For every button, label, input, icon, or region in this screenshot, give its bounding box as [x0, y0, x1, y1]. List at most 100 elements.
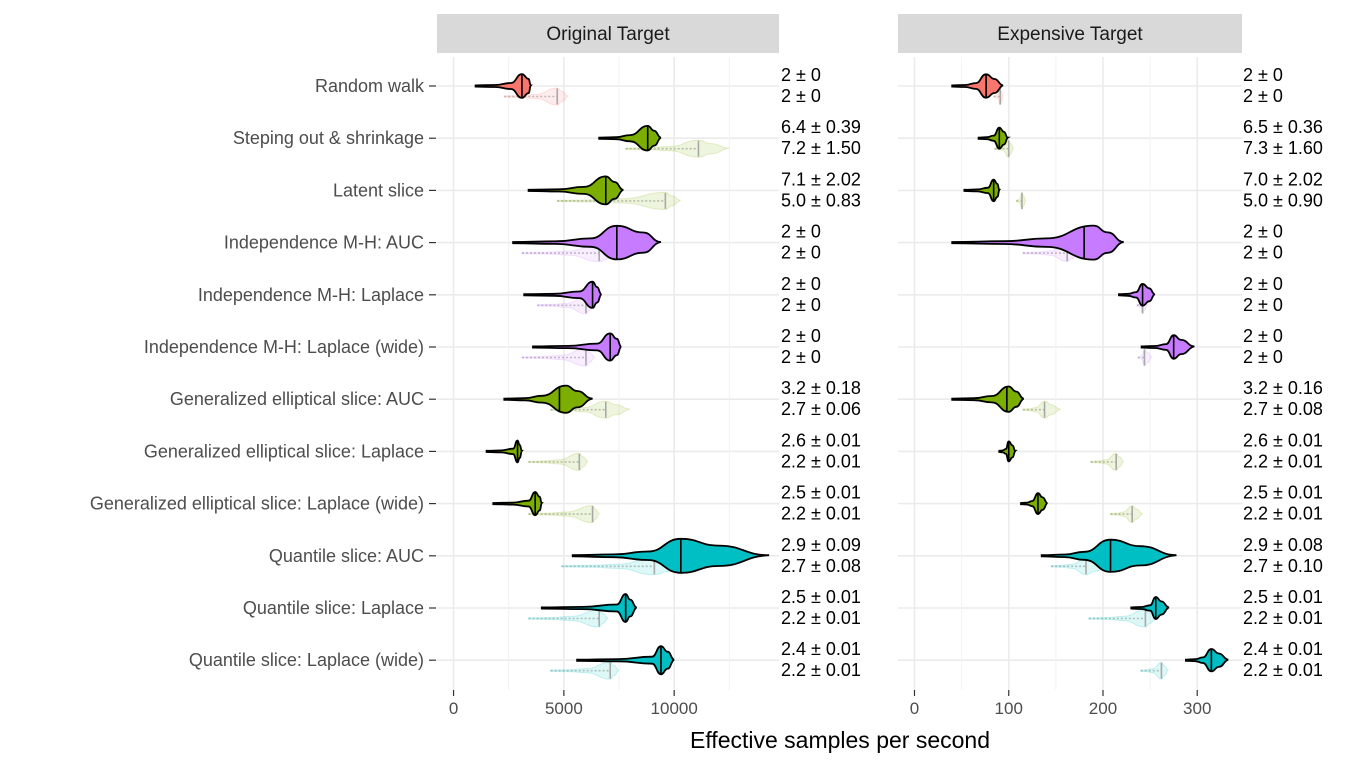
annotation-bottom: 2.2 ± 0.01	[781, 660, 861, 680]
annotation-top: 3.2 ± 0.16	[1243, 378, 1323, 398]
secondary-violin	[528, 609, 609, 628]
annotation-top: 2 ± 0	[781, 222, 821, 242]
category-label: Generalized elliptical slice: Laplace (w…	[90, 494, 424, 514]
annotation-top: 2.6 ± 0.01	[781, 430, 861, 450]
annotation-top: 2 ± 0	[1243, 65, 1283, 85]
category-label: Independence M-H: Laplace	[198, 285, 424, 305]
primary-violin	[532, 332, 625, 362]
annotation-top: 2.5 ± 0.01	[1243, 483, 1323, 503]
primary-violin	[523, 280, 603, 309]
x-tick-label: 200	[1089, 699, 1117, 718]
facet-title: Original Target	[546, 24, 670, 45]
primary-violin	[512, 224, 662, 261]
annotation-top: 7.0 ± 2.02	[1243, 169, 1323, 189]
annotation-bottom: 2.2 ± 0.01	[781, 504, 861, 524]
x-tick-label: 100	[995, 699, 1023, 718]
primary-violin	[571, 537, 770, 574]
panel-background	[898, 57, 1242, 690]
annotation-top: 2.5 ± 0.01	[781, 587, 861, 607]
primary-violin	[540, 593, 638, 623]
primary-violin	[998, 440, 1018, 463]
annotation-bottom: 2.2 ± 0.01	[781, 451, 861, 471]
primary-violin	[951, 73, 1004, 99]
primary-violin	[598, 124, 662, 152]
secondary-violin	[528, 452, 589, 471]
annotation-bottom: 2 ± 0	[781, 347, 821, 367]
annotation-bottom: 2 ± 0	[781, 295, 821, 315]
annotation-bottom: 2 ± 0	[781, 86, 821, 106]
annotation-bottom: 5.0 ± 0.90	[1243, 190, 1323, 210]
annotation-bottom: 7.2 ± 1.50	[781, 138, 861, 158]
facet-strip	[437, 14, 779, 53]
annotation-top: 2.4 ± 0.01	[781, 639, 861, 659]
annotation-top: 2.9 ± 0.08	[1243, 535, 1323, 555]
annotation-top: 3.2 ± 0.18	[781, 378, 861, 398]
secondary-violin-layer	[503, 87, 1170, 680]
primary-violin	[474, 73, 533, 99]
category-label: Quantile slice: Laplace (wide)	[189, 650, 424, 670]
secondary-violin	[528, 505, 601, 524]
facet-strip	[898, 14, 1242, 53]
annotation-bottom: 2 ± 0	[1243, 347, 1283, 367]
primary-violin	[1130, 596, 1170, 620]
annotation-top: 2.5 ± 0.01	[781, 483, 861, 503]
annotation-bottom: 2.7 ± 0.08	[781, 556, 861, 576]
annotation-top: 2.5 ± 0.01	[1243, 587, 1323, 607]
annotation-top: 2 ± 0	[781, 274, 821, 294]
annotation-top: 2 ± 0	[1243, 274, 1283, 294]
secondary-violin	[503, 87, 569, 106]
primary-violin-layer	[474, 73, 1229, 676]
annotation-top: 2.6 ± 0.01	[1243, 430, 1323, 450]
category-label: Steping out & shrinkage	[233, 128, 424, 148]
primary-violin	[951, 385, 1025, 413]
category-label: Generalized elliptical slice: Laplace	[144, 441, 424, 461]
annotation-bottom: 2 ± 0	[781, 243, 821, 263]
annotation-top: 2 ± 0	[781, 65, 821, 85]
annotation-bottom: 2.2 ± 0.01	[1243, 660, 1323, 680]
annotation-bottom: 2 ± 0	[1243, 243, 1283, 263]
grid-layer	[429, 14, 1242, 696]
secondary-violin	[550, 661, 620, 680]
text-layer: Random walk Steping out & shrinkage Latent…	[90, 24, 1323, 718]
annotation-bottom: 2.2 ± 0.01	[781, 608, 861, 628]
secondary-violin	[1022, 400, 1061, 419]
annotation-bottom: 7.3 ± 1.60	[1243, 138, 1323, 158]
primary-violin	[1185, 648, 1229, 673]
primary-violin	[492, 491, 544, 517]
category-label: Latent slice	[333, 180, 424, 200]
primary-violin	[1040, 538, 1177, 573]
primary-violin	[1118, 282, 1156, 307]
x-tick-label: 300	[1183, 699, 1211, 718]
annotation-bottom: 2.2 ± 0.01	[1243, 608, 1323, 628]
facet-title: Expensive Target	[997, 24, 1143, 45]
category-label: Quantile slice: AUC	[269, 546, 424, 566]
annotation-top: 2 ± 0	[1243, 326, 1283, 346]
annotation-top: 7.1 ± 2.02	[781, 169, 861, 189]
annotation-bottom: 2 ± 0	[1243, 295, 1283, 315]
panel-background	[437, 57, 779, 690]
annotation-top: 2 ± 0	[1243, 222, 1283, 242]
x-axis-title: Effective samples per second	[690, 727, 990, 753]
secondary-violin	[521, 348, 596, 367]
primary-violin	[977, 126, 1011, 150]
category-label: Random walk	[315, 76, 425, 96]
secondary-violin	[1110, 505, 1143, 524]
category-label: Independence M-H: AUC	[224, 233, 424, 253]
annotation-top: 6.4 ± 0.39	[781, 117, 861, 137]
annotation-bottom: 2.7 ± 0.08	[1243, 399, 1323, 419]
x-tick-label: 0	[449, 699, 458, 718]
annotation-bottom: 2.7 ± 0.10	[1243, 556, 1323, 576]
annotation-top: 2 ± 0	[781, 326, 821, 346]
annotation-top: 6.5 ± 0.36	[1243, 117, 1323, 137]
primary-violin	[485, 439, 524, 464]
x-tick-label: 0	[910, 699, 919, 718]
annotation-bottom: 2.7 ± 0.06	[781, 399, 861, 419]
annotation-top: 2.4 ± 0.01	[1243, 639, 1323, 659]
primary-violin	[1020, 492, 1048, 515]
category-label: Generalized elliptical slice: AUC	[170, 389, 424, 409]
x-tick-label: 5000	[545, 699, 583, 718]
primary-violin	[1140, 334, 1195, 360]
category-label: Quantile slice: Laplace	[243, 598, 424, 618]
category-label: Independence M-H: Laplace (wide)	[144, 337, 424, 357]
